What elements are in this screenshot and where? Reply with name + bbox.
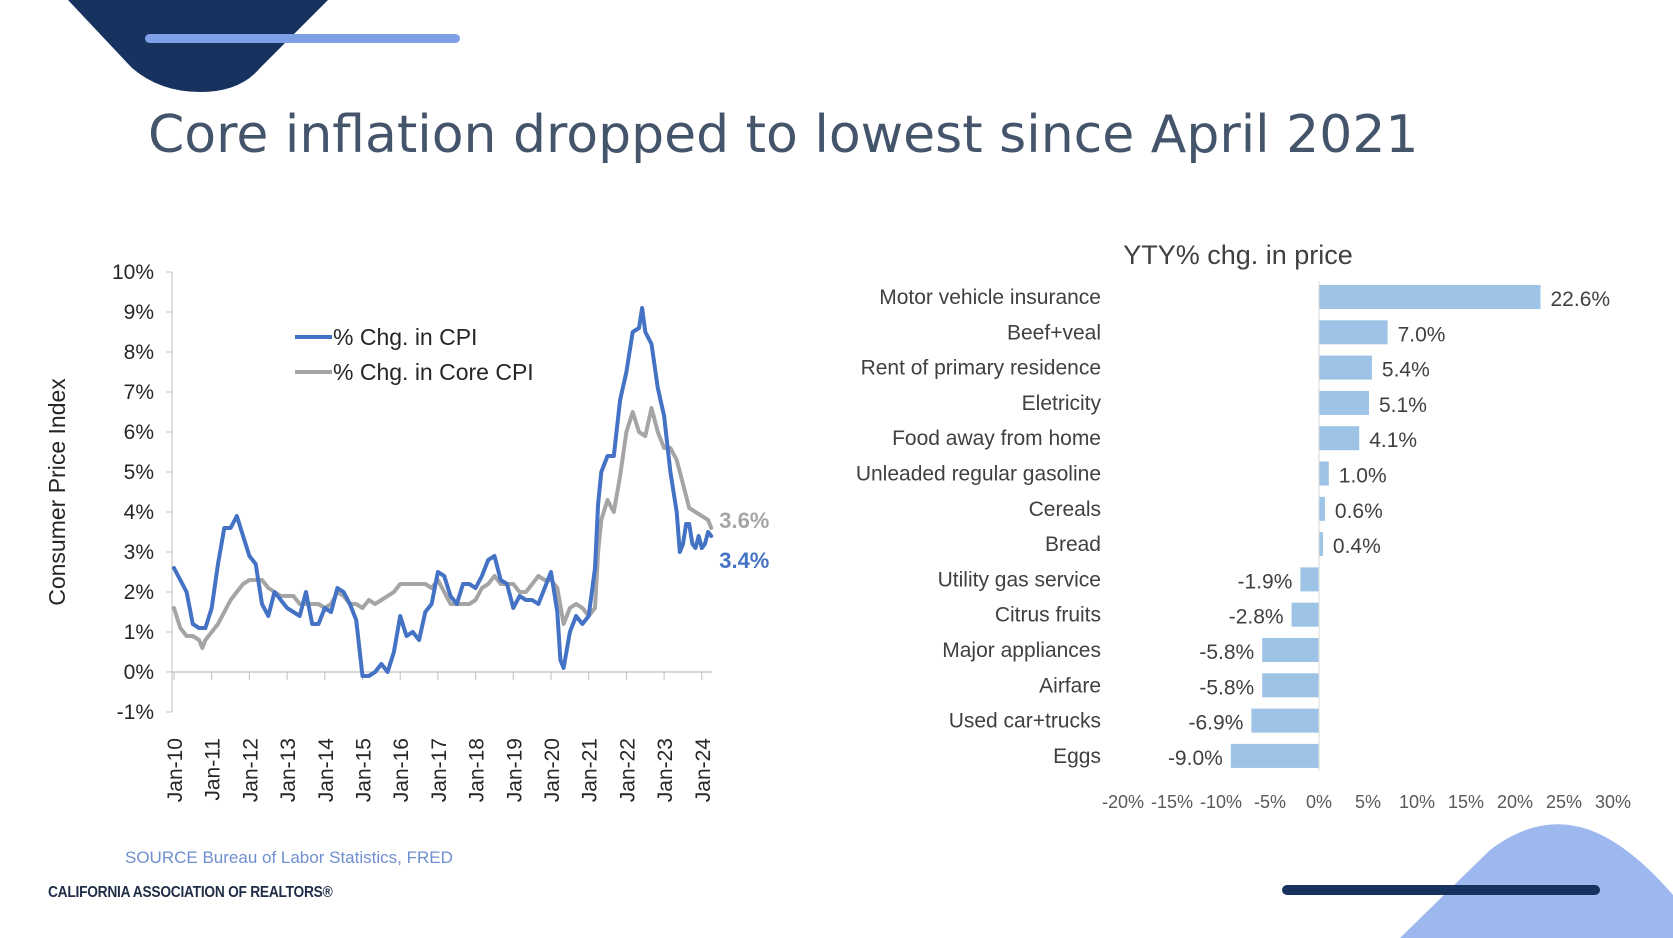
x-tick-label: -20% xyxy=(1102,792,1144,812)
y-tick-label: 3% xyxy=(124,541,154,564)
data-label: -1.9% xyxy=(1238,570,1293,593)
x-tick-label: Jan-24 xyxy=(692,738,715,803)
category-label: Beef+veal xyxy=(1007,321,1101,344)
x-tick-label: Jan-19 xyxy=(503,738,526,802)
bar xyxy=(1319,390,1369,415)
core-cpi-series-line xyxy=(172,406,714,650)
category-label: Eletricity xyxy=(1022,392,1102,415)
x-tick-label: Jan-10 xyxy=(164,738,187,802)
bar xyxy=(1319,355,1372,380)
x-tick-label: Jan-17 xyxy=(428,738,451,802)
data-label: -5.8% xyxy=(1199,676,1254,699)
y-tick-label: 0% xyxy=(124,661,154,684)
bar xyxy=(1319,532,1323,557)
category-label: Motor vehicle insurance xyxy=(879,286,1101,309)
navy-accent-bar-bottom xyxy=(1282,885,1600,895)
data-label: -6.9% xyxy=(1189,712,1244,735)
y-tick-label: 7% xyxy=(124,381,154,404)
data-label: -9.0% xyxy=(1168,747,1223,770)
y-tick-label: 8% xyxy=(124,341,154,364)
x-tick-label: Jan-13 xyxy=(277,738,300,802)
category-label: Eggs xyxy=(1053,745,1101,768)
y-tick-label: 1% xyxy=(124,621,154,644)
y-tick-label: 6% xyxy=(124,421,154,444)
bar xyxy=(1319,461,1329,486)
navy-corner-shape xyxy=(68,0,328,92)
x-tick-label: 25% xyxy=(1546,792,1582,812)
data-label: 1.0% xyxy=(1339,465,1387,488)
legend-label: % Chg. in Core CPI xyxy=(333,359,534,385)
light-blue-hill-shape xyxy=(1400,824,1673,938)
bar xyxy=(1262,673,1319,698)
cpi-series-line xyxy=(172,306,714,678)
x-tick-label: -5% xyxy=(1254,792,1286,812)
legend-label: % Chg. in CPI xyxy=(333,324,477,350)
category-label: Bread xyxy=(1045,533,1101,556)
x-tick-label: Jan-16 xyxy=(390,738,413,802)
x-tick-label: Jan-23 xyxy=(654,738,677,802)
x-tick-label: Jan-11 xyxy=(202,738,225,801)
x-tick-label: Jan-18 xyxy=(466,738,489,802)
data-label: 5.4% xyxy=(1382,359,1430,382)
data-label: 7.0% xyxy=(1398,323,1446,346)
category-label: Used car+trucks xyxy=(949,710,1101,733)
category-label: Cereals xyxy=(1029,498,1101,521)
bar xyxy=(1251,708,1319,733)
y-tick-label: 5% xyxy=(124,461,154,484)
category-label: Major appliances xyxy=(942,639,1101,662)
slide-title: Core inflation dropped to lowest since A… xyxy=(148,105,1419,165)
cpi-end-label: 3.4% xyxy=(719,548,769,573)
x-tick-label: Jan-22 xyxy=(616,738,639,802)
bar-chart-title: YTY% chg. in price xyxy=(1123,240,1353,270)
bar xyxy=(1230,743,1319,768)
category-label: Airfare xyxy=(1039,674,1101,697)
top-left-decoration xyxy=(68,0,460,92)
organization-logo-text: CALIFORNIA ASSOCIATION OF REALTORS® xyxy=(48,884,333,901)
data-label: 0.4% xyxy=(1333,535,1381,558)
bar xyxy=(1291,602,1319,627)
x-tick-label: Jan-14 xyxy=(315,738,338,803)
data-label: -2.8% xyxy=(1229,606,1284,629)
y-tick-label: 2% xyxy=(124,581,154,604)
x-tick-label: Jan-21 xyxy=(579,738,602,802)
core-cpi-end-label: 3.6% xyxy=(719,508,769,533)
y-tick-label: 4% xyxy=(124,501,154,524)
bottom-right-decoration xyxy=(1282,824,1673,938)
x-tick-label: 15% xyxy=(1448,792,1484,812)
bar xyxy=(1300,567,1319,592)
data-label: 4.1% xyxy=(1369,429,1417,452)
cpi-line-chart: -1% 0% 1% 2% 3% 4% 5% 6% 7% 8% 9% 10% Jan-10 Jan-11 Ja… xyxy=(44,261,769,803)
x-tick-label: -15% xyxy=(1151,792,1193,812)
bar xyxy=(1319,426,1360,451)
data-label: -5.8% xyxy=(1199,641,1254,664)
x-tick-label: 0% xyxy=(1306,792,1332,812)
x-tick-label: 10% xyxy=(1399,792,1435,812)
y-tick-label: 9% xyxy=(124,301,154,324)
bar xyxy=(1262,638,1319,662)
data-label: 0.6% xyxy=(1335,500,1383,523)
y-tick-label: -1% xyxy=(117,701,154,724)
x-tick-label: 20% xyxy=(1497,792,1533,812)
price-change-bar-chart: YTY% chg. in price Motor vehicle insuranc… xyxy=(856,240,1631,812)
x-tick-label: Jan-20 xyxy=(541,738,564,802)
x-tick-label: Jan-15 xyxy=(353,738,376,802)
data-label: 5.1% xyxy=(1379,394,1427,417)
x-tick-label: Jan-12 xyxy=(239,738,262,802)
bar xyxy=(1319,285,1541,309)
data-label: 22.6% xyxy=(1551,288,1611,311)
accent-bar-top xyxy=(145,34,460,43)
category-label: Citrus fruits xyxy=(995,604,1101,627)
bar xyxy=(1319,496,1325,521)
category-label: Food away from home xyxy=(892,427,1101,450)
x-tick-label: 30% xyxy=(1595,792,1631,812)
bar xyxy=(1319,320,1388,345)
category-label: Rent of primary residence xyxy=(861,357,1101,380)
category-label: Utility gas service xyxy=(938,568,1101,591)
x-tick-label: -10% xyxy=(1200,792,1242,812)
x-tick-label: 5% xyxy=(1355,792,1381,812)
y-tick-label: 10% xyxy=(112,261,154,284)
y-axis-title: Consumer Price Index xyxy=(44,378,70,606)
category-label: Unleaded regular gasoline xyxy=(856,463,1101,486)
source-note: SOURCE Bureau of Labor Statistics, FRED xyxy=(125,848,453,867)
